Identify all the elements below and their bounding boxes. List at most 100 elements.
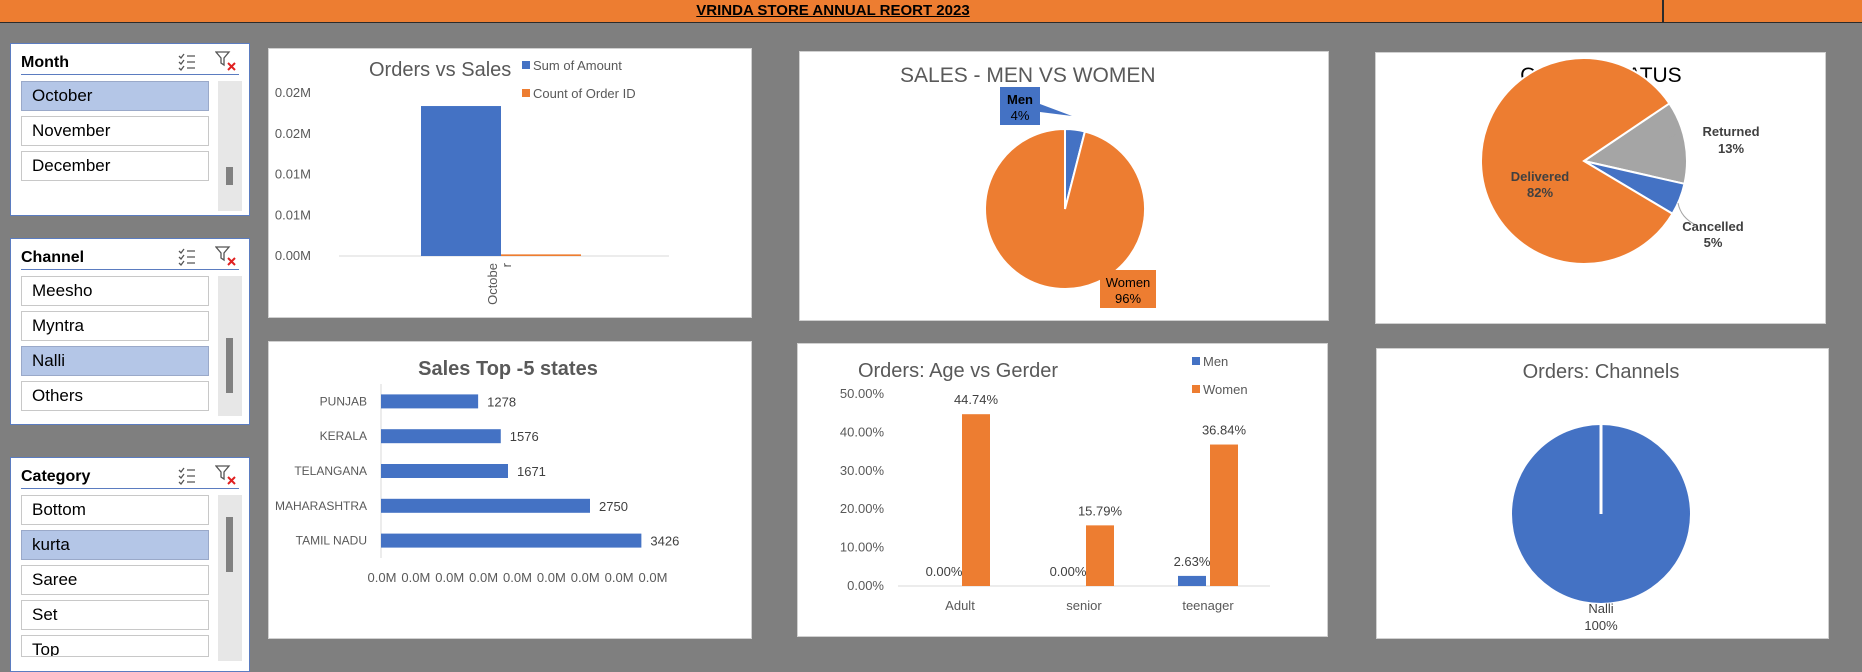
top-states-chart: Sales Top -5 states PUNJAB 1278 KERALA 1576 T… — [275, 358, 679, 585]
x-tick-label: 0.0M — [469, 570, 498, 585]
scrollbar-thumb[interactable] — [226, 167, 233, 185]
slicer-scrollbar[interactable] — [218, 495, 242, 661]
age-vs-gender-chart: Orders: Age vs Gerder 50.00% 40.00% 30.00% 2… — [840, 354, 1270, 613]
clear-filter-icon[interactable] — [215, 245, 237, 267]
y-tick-label: 0.01M — [275, 207, 311, 222]
multi-select-icon[interactable] — [177, 247, 197, 267]
data-label: 15.79% — [1078, 503, 1123, 518]
title-bar-divider — [1662, 0, 1664, 22]
y-tick-label: KERALA — [320, 429, 367, 443]
x-tick-label: 0.0M — [503, 570, 532, 585]
clear-filter-icon[interactable] — [215, 464, 237, 486]
slicer-item-others[interactable]: Others — [21, 381, 209, 411]
legend-label: Count of Order ID — [533, 86, 636, 101]
orders-channels-panel: Orders: Channels Nalli 100% — [1376, 348, 1829, 639]
orders-channels-chart: Orders: Channels Nalli 100% — [1512, 361, 1690, 633]
x-tick-label: 0.0M — [435, 570, 464, 585]
bar-women-senior — [1086, 525, 1114, 586]
bar-count-of-order-id — [501, 254, 581, 256]
bar-men-teenager — [1178, 575, 1206, 586]
y-tick-label: 40.00% — [840, 424, 885, 439]
slicer-item-october[interactable]: October — [21, 81, 209, 111]
x-tick-label: teenager — [1182, 598, 1234, 613]
slicer-item-bottom[interactable]: Bottom — [21, 495, 209, 525]
data-label: 44.74% — [954, 392, 999, 407]
top-states-panel: Sales Top -5 states PUNJAB 1278 KERALA 1576 T… — [268, 341, 752, 639]
data-label-cancelled-name: Cancelled — [1682, 219, 1743, 234]
scrollbar-thumb[interactable] — [226, 517, 233, 572]
y-tick-label: TAMIL NADU — [296, 534, 367, 548]
x-tick-label: 0.0M — [605, 570, 634, 585]
y-tick-label: 0.02M — [275, 85, 311, 100]
data-label-delivered-pct: 82% — [1527, 185, 1553, 200]
data-label-box-women — [1100, 270, 1156, 308]
y-tick-label: 50.00% — [840, 386, 885, 401]
pie-slice-delivered — [1480, 56, 1674, 265]
x-tick-label: 0.0M — [537, 570, 566, 585]
multi-select-icon[interactable] — [177, 466, 197, 486]
chart-title: Sales Top -5 states — [418, 358, 598, 380]
multi-select-icon[interactable] — [177, 52, 197, 72]
order-status-chart: ORDER STATUSReturned13%Cancelled5%Delive… — [1480, 56, 1760, 265]
title-bar: VRINDA STORE ANNUAL REORT 2023 — [0, 0, 1862, 23]
data-label-delivered-name: Delivered — [1511, 169, 1570, 184]
orders-vs-sales-panel: 0.02M 0.02M 0.01M 0.01M 0.00M Orders vs Sales… — [268, 48, 752, 318]
y-tick-label: 0.00% — [847, 578, 884, 593]
slicer-header: Channel — [21, 245, 239, 270]
y-tick-label: 0.01M — [275, 167, 311, 182]
slicer-item-myntra[interactable]: Myntra — [21, 311, 209, 341]
y-tick-label: TELANGANA — [294, 464, 367, 478]
chart-title: Orders vs Sales — [369, 59, 511, 81]
leader-line-cancelled — [1677, 202, 1697, 226]
slicer-title: Month — [21, 54, 69, 71]
pie-slice-returned — [1581, 102, 1688, 186]
order-status-panel: ORDER STATUSReturned13%Cancelled5%Delive… — [1375, 52, 1826, 324]
bar-tamil-nadu — [381, 533, 642, 548]
bar-maharashtra — [381, 498, 590, 513]
bar-kerala — [381, 429, 501, 444]
pie-slice-women — [984, 127, 1147, 290]
x-tick-label: 0.0M — [639, 570, 668, 585]
data-label-returned-name: Returned — [1702, 124, 1759, 139]
data-label: 36.84% — [1202, 423, 1247, 438]
slicer-item-set[interactable]: Set — [21, 600, 209, 630]
legend-label: Women — [1203, 382, 1248, 397]
slicer-header: Category — [21, 464, 239, 489]
channel-slicer: Channel Meesho Myntra Nalli Others — [10, 238, 250, 425]
slicer-item-november[interactable]: November — [21, 116, 209, 146]
slicer-item-top[interactable]: Top — [21, 635, 209, 657]
legend-label: Men — [1203, 354, 1228, 369]
month-slicer: Month October November December — [10, 43, 250, 216]
legend-swatch — [522, 61, 530, 69]
legend-swatch — [1192, 357, 1200, 365]
slicer-item-nalli[interactable]: Nalli — [21, 346, 209, 376]
scrollbar-thumb[interactable] — [226, 338, 233, 393]
chart-title: SALES - MEN VS WOMEN — [900, 64, 1156, 87]
slicer-scrollbar[interactable] — [218, 276, 242, 416]
data-label: 1278 — [487, 394, 516, 409]
data-label-men-pct: 4% — [1011, 108, 1030, 123]
data-label: 0.00% — [926, 564, 963, 579]
data-label-returned-pct: 13% — [1718, 141, 1744, 156]
slicer-item-meesho[interactable]: Meesho — [21, 276, 209, 306]
slicer-item-kurta[interactable]: kurta — [21, 530, 209, 560]
x-tick-label: r — [499, 262, 514, 267]
y-tick-label: MAHARASHTRA — [275, 499, 367, 513]
data-label-cancelled-pct: 5% — [1704, 235, 1723, 250]
y-tick-label: 20.00% — [840, 501, 885, 516]
data-label: 1671 — [517, 464, 546, 479]
data-label: 1576 — [510, 429, 539, 444]
orders-vs-sales-chart: 0.02M 0.02M 0.01M 0.01M 0.00M Orders vs Sales… — [275, 58, 669, 305]
category-slicer: Category Bottom kurta Saree Set Top — [10, 457, 250, 672]
slicer-scrollbar[interactable] — [218, 81, 242, 211]
slicer-item-saree[interactable]: Saree — [21, 565, 209, 595]
slicer-item-december[interactable]: December — [21, 151, 209, 181]
data-label: 2750 — [599, 499, 628, 514]
y-tick-label: 0.00M — [275, 248, 311, 263]
clear-filter-icon[interactable] — [215, 50, 237, 72]
chart-title: Orders: Channels — [1523, 361, 1680, 383]
data-label: 0.00% — [1050, 564, 1087, 579]
bar-women-Adult — [962, 414, 990, 586]
data-label: 3426 — [650, 534, 679, 549]
